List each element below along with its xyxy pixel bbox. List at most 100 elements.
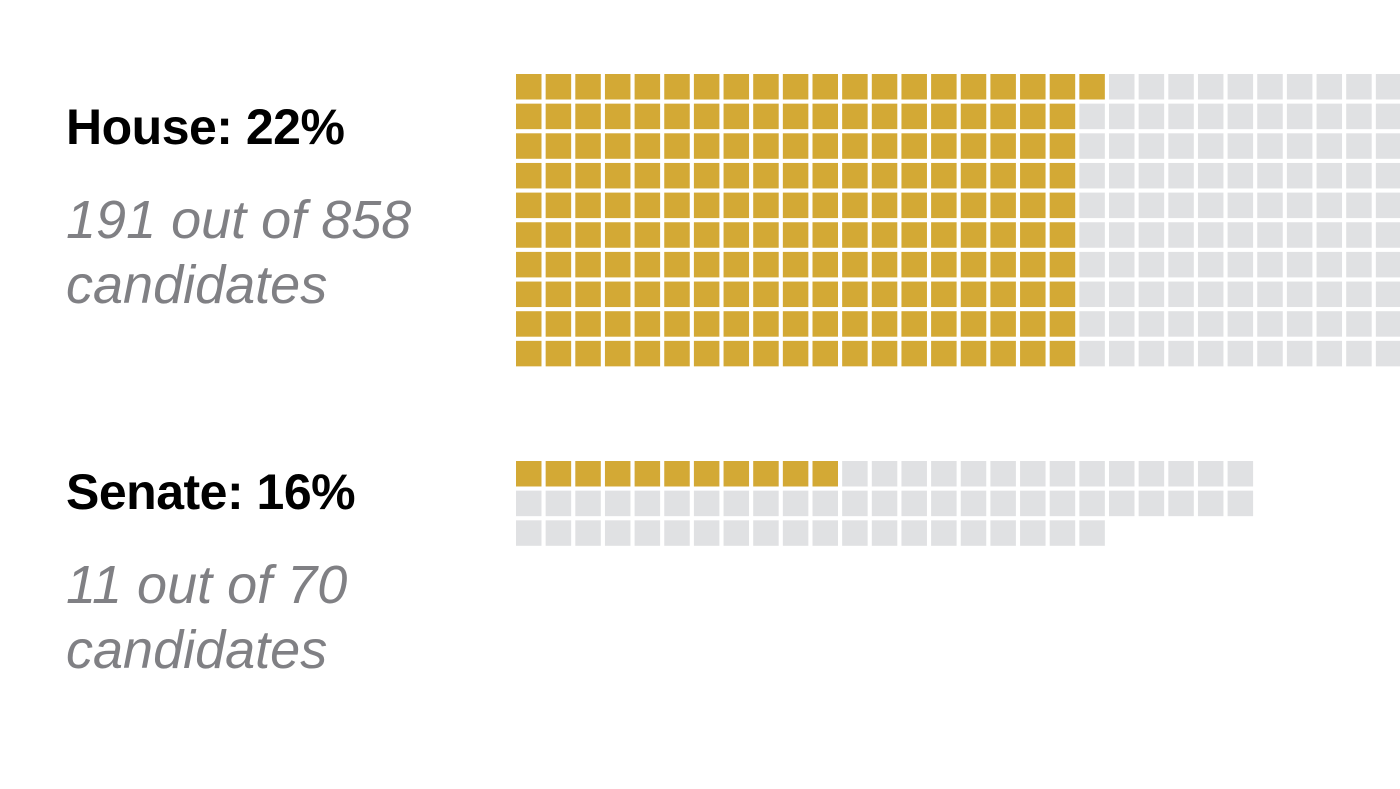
waffle-cell-highlighted bbox=[753, 251, 779, 278]
waffle-cell bbox=[1109, 311, 1135, 337]
waffle-cell-highlighted bbox=[990, 192, 1016, 219]
waffle-cell-highlighted bbox=[516, 340, 542, 367]
waffle-cell bbox=[1109, 74, 1135, 100]
waffle-cell bbox=[782, 490, 809, 517]
waffle-cell-highlighted bbox=[693, 162, 720, 189]
waffle-cell-highlighted bbox=[931, 103, 957, 130]
waffle-cell bbox=[545, 490, 572, 517]
waffle-cell bbox=[1168, 490, 1194, 517]
waffle-cell-highlighted bbox=[782, 74, 809, 100]
waffle-cell bbox=[1346, 222, 1372, 248]
waffle-cell bbox=[1197, 74, 1224, 100]
waffle-cell-highlighted bbox=[782, 281, 809, 308]
waffle-cell-highlighted bbox=[604, 162, 631, 189]
waffle-cell-highlighted bbox=[723, 461, 750, 487]
waffle-cell bbox=[1375, 192, 1400, 219]
waffle-cell-highlighted bbox=[782, 103, 809, 130]
waffle-cell-highlighted bbox=[1020, 103, 1046, 130]
waffle-cell bbox=[1286, 133, 1313, 159]
waffle-cell bbox=[1049, 461, 1076, 487]
waffle-cell-highlighted bbox=[1049, 103, 1076, 130]
waffle-cell-highlighted bbox=[901, 103, 927, 130]
waffle-cell-highlighted bbox=[664, 340, 690, 367]
waffle-cell bbox=[1316, 162, 1343, 189]
waffle-cell bbox=[1197, 103, 1224, 130]
waffle-cell bbox=[1079, 192, 1105, 219]
waffle-cell bbox=[1138, 192, 1165, 219]
waffle-cell-highlighted bbox=[931, 222, 957, 248]
waffle-cell bbox=[1257, 251, 1283, 278]
waffle-cell bbox=[1346, 103, 1372, 130]
waffle-cell-highlighted bbox=[723, 281, 750, 308]
waffle-cell bbox=[960, 490, 987, 517]
waffle-cell bbox=[1286, 222, 1313, 248]
waffle-cell-highlighted bbox=[901, 133, 927, 159]
waffle-cell bbox=[1316, 340, 1343, 367]
waffle-cell-highlighted bbox=[516, 133, 542, 159]
waffle-cell-highlighted bbox=[901, 311, 927, 337]
waffle-cell bbox=[1138, 340, 1165, 367]
waffle-cell-highlighted bbox=[753, 162, 779, 189]
waffle-cell bbox=[1109, 103, 1135, 130]
waffle-cell bbox=[990, 520, 1016, 546]
waffle-cell bbox=[1227, 281, 1254, 308]
waffle-cell-highlighted bbox=[693, 74, 720, 100]
waffle-cell-highlighted bbox=[1020, 251, 1046, 278]
waffle-cell-highlighted bbox=[782, 133, 809, 159]
waffle-cell bbox=[1197, 340, 1224, 367]
waffle-cell-highlighted bbox=[901, 340, 927, 367]
waffle-cell-highlighted bbox=[516, 281, 542, 308]
waffle-cell bbox=[1346, 311, 1372, 337]
waffle-cell bbox=[1197, 461, 1224, 487]
waffle-cell-highlighted bbox=[901, 162, 927, 189]
waffle-cell bbox=[1227, 340, 1254, 367]
waffle-cell-highlighted bbox=[634, 162, 661, 189]
waffle-cell bbox=[1197, 281, 1224, 308]
waffle-cell-highlighted bbox=[842, 251, 868, 278]
waffle-cell bbox=[1316, 103, 1343, 130]
waffle-cell bbox=[1079, 490, 1105, 517]
waffle-cell bbox=[1079, 251, 1105, 278]
waffle-cell-highlighted bbox=[812, 251, 838, 278]
waffle-cell-highlighted bbox=[1020, 340, 1046, 367]
waffle-cell-highlighted bbox=[842, 133, 868, 159]
waffle-cell bbox=[1197, 162, 1224, 189]
waffle-cell bbox=[575, 520, 601, 546]
waffle-cell-highlighted bbox=[545, 340, 572, 367]
waffle-cell-highlighted bbox=[931, 192, 957, 219]
waffle-cell bbox=[1020, 520, 1046, 546]
waffle-cell-highlighted bbox=[604, 281, 631, 308]
waffle-cell bbox=[871, 461, 898, 487]
waffle-cell-highlighted bbox=[990, 162, 1016, 189]
waffle-cell-highlighted bbox=[723, 74, 750, 100]
waffle-cell-highlighted bbox=[545, 311, 572, 337]
waffle-cell bbox=[1168, 103, 1194, 130]
waffle-cell bbox=[1168, 281, 1194, 308]
waffle-cell-highlighted bbox=[723, 311, 750, 337]
waffle-cell-highlighted bbox=[990, 340, 1016, 367]
waffle-cell bbox=[901, 490, 927, 517]
waffle-cell bbox=[1375, 340, 1400, 367]
waffle-cell bbox=[1197, 311, 1224, 337]
waffle-cell-highlighted bbox=[812, 133, 838, 159]
waffle-cell bbox=[1168, 192, 1194, 219]
waffle-cell bbox=[723, 490, 750, 517]
waffle-cell bbox=[1346, 133, 1372, 159]
waffle-cell-highlighted bbox=[842, 162, 868, 189]
waffle-cell-highlighted bbox=[842, 192, 868, 219]
waffle-cell-highlighted bbox=[842, 74, 868, 100]
waffle-cell-highlighted bbox=[723, 103, 750, 130]
waffle-cell bbox=[693, 490, 720, 517]
waffle-cell bbox=[1286, 162, 1313, 189]
waffle-cell-highlighted bbox=[634, 192, 661, 219]
waffle-cell-highlighted bbox=[604, 311, 631, 337]
waffle-cell bbox=[1138, 133, 1165, 159]
waffle-cell-highlighted bbox=[575, 311, 601, 337]
waffle-cell bbox=[1316, 222, 1343, 248]
waffle-cell-highlighted bbox=[723, 133, 750, 159]
waffle-cell bbox=[990, 490, 1016, 517]
waffle-cell-highlighted bbox=[604, 222, 631, 248]
waffle-cell-highlighted bbox=[812, 281, 838, 308]
waffle-cell bbox=[1346, 192, 1372, 219]
waffle-cell-highlighted bbox=[842, 103, 868, 130]
